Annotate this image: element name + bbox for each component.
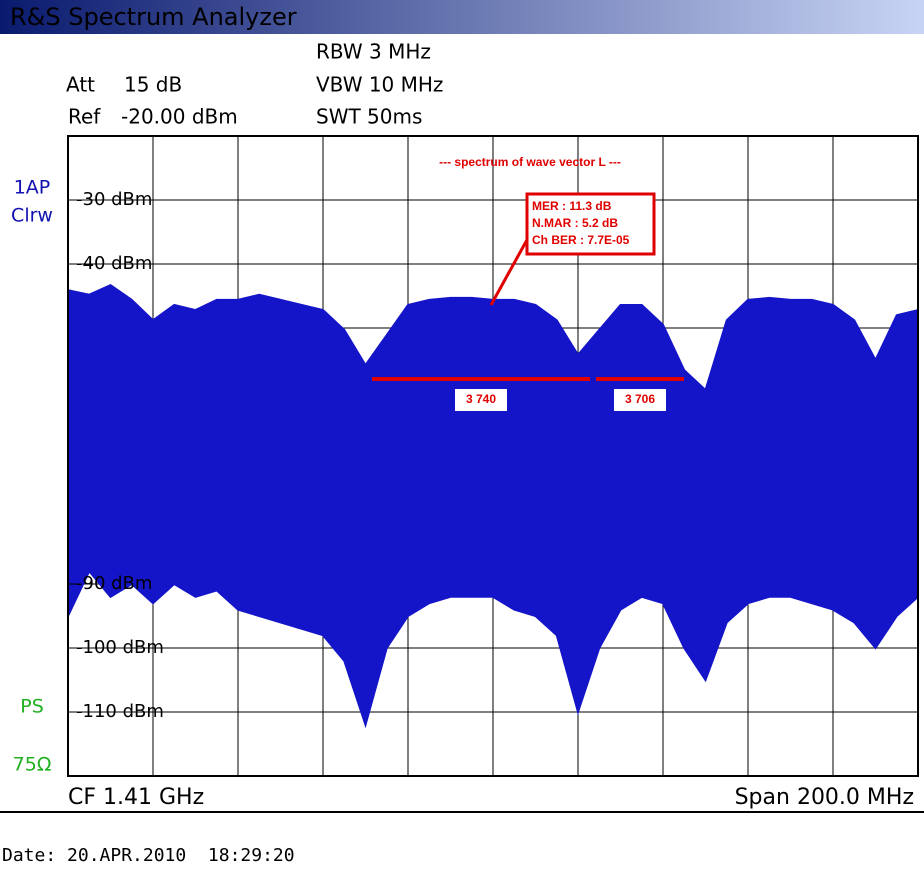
ref-label: Ref	[68, 105, 101, 129]
marker-label-bg	[455, 389, 507, 411]
measure-line: Ch BER : 7.7E-05	[532, 233, 630, 247]
y-tick-label: -100 dBm	[76, 637, 164, 658]
vbw: VBW 10 MHz	[316, 73, 443, 97]
measure-box	[525, 192, 656, 256]
att-value: 15 dB	[124, 73, 182, 97]
trace-label: 1AP	[14, 177, 51, 199]
y-tick-label: -40 dBm	[76, 253, 152, 274]
swt: SWT 50ms	[316, 105, 422, 129]
measure-line: N.MAR : 5.2 dB	[532, 216, 618, 230]
marker-label: 3 706	[625, 392, 655, 406]
measure-line: MER : 11.3 dB	[532, 199, 612, 213]
ref-value: -20.00 dBm	[121, 105, 238, 129]
center-frequency: CF 1.41 GHz	[68, 785, 204, 810]
span: Span 200.0 MHz	[735, 785, 914, 810]
plot-frame	[67, 135, 919, 777]
chart-title: --- spectrum of wave vector L ---	[439, 155, 621, 169]
ps-label: PS	[20, 696, 44, 718]
trace-fill	[68, 285, 918, 725]
rbw: RBW 3 MHz	[316, 40, 431, 64]
mode-label: Clrw	[11, 205, 53, 227]
header-bar	[0, 0, 924, 34]
marker-label: 3 740	[466, 392, 496, 406]
y-tick-label: -30 dBm	[76, 189, 152, 210]
marker-label-bg	[614, 389, 666, 411]
timestamp: Date: 20.APR.2010 18:29:20	[2, 845, 295, 866]
plot-area: -30 dBm -40 dBm -90 dBm -100 dBm -110 dBm ---…	[67, 135, 919, 777]
app-title: R&S Spectrum Analyzer	[10, 3, 297, 31]
leader-line	[489, 237, 530, 306]
impedance-label: 75Ω	[13, 754, 52, 776]
att-label: Att	[66, 73, 95, 97]
y-tick-label: -90 dBm	[76, 573, 152, 594]
y-tick-label: -110 dBm	[76, 701, 164, 722]
trace-lower	[68, 569, 918, 729]
